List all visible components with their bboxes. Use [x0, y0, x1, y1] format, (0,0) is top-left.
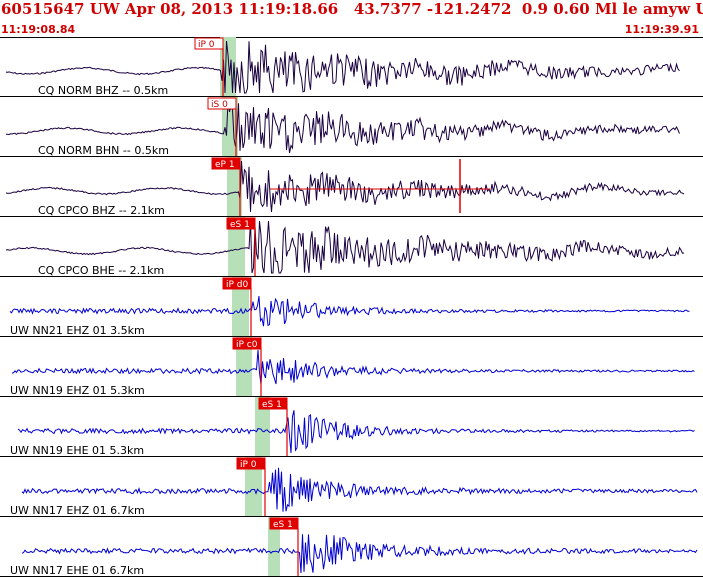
trace-panel: iP c0 UW NN19 EHZ 01 5.3km [0, 337, 703, 397]
phase-pick-label: eS 1 [273, 520, 293, 530]
waveform-trace [11, 349, 695, 385]
trace-panel: iS 0 CQ NORM BHN -- 0.5km [0, 97, 703, 157]
phase-pick-box[interactable] [232, 337, 262, 350]
trace-panel: eS 1 UW NN17 EHE 01 6.7km [0, 517, 703, 577]
waveform-trace [5, 160, 685, 213]
trace-panel: iP 0 CQ NORM BHZ -- 0.5km [0, 37, 703, 97]
trace-label: UW NN17 EHE 01 6.7km [10, 564, 144, 577]
waveform-trace [21, 534, 698, 574]
pick-window-band [228, 217, 245, 277]
seismogram-panels: iP 0 CQ NORM BHZ -- 0.5km iS 0 CQ NORM BHN … [0, 37, 703, 577]
trace-label: UW NN19 EHE 01 5.3km [10, 444, 144, 457]
pick-window-band [268, 517, 280, 577]
phase-pick-label: eS 1 [230, 220, 250, 230]
phase-pick-box[interactable] [258, 397, 288, 410]
phase-pick-box[interactable] [269, 517, 299, 530]
trace-panel: eP 1 CQ CPCO BHZ -- 2.1km [0, 157, 703, 217]
phase-pick-label: eP 1 [215, 160, 235, 170]
trace-panel: iP 0 UW NN17 EHZ 01 6.7km [0, 457, 703, 517]
trace-panel: eS 1 CQ CPCO BHE -- 2.1km [0, 217, 703, 277]
pick-window-band [236, 337, 252, 397]
phase-pick-label: iP 0 [198, 40, 215, 50]
phase-pick-box[interactable] [226, 217, 256, 230]
waveform-trace [21, 467, 698, 512]
waveform-trace [5, 40, 680, 94]
header-divider [0, 37, 703, 38]
phase-pick-label: iS 0 [211, 100, 228, 110]
phase-pick-label: iP c0 [236, 340, 258, 350]
pick-window-band [255, 397, 270, 457]
phase-pick-box[interactable] [207, 97, 237, 110]
event-title: 60515647 UW Apr 08, 2013 11:19:18.66 43.… [1, 0, 703, 18]
pick-window-band [222, 97, 238, 157]
trace-panel: iP d0 UW NN21 EHZ 01 3.5km [0, 277, 703, 337]
start-time: 11:19:08.84 [1, 23, 76, 36]
phase-pick-box[interactable] [236, 457, 266, 470]
phase-pick-box[interactable] [211, 157, 241, 170]
pick-window-band [232, 277, 249, 337]
trace-label: CQ CPCO BHZ -- 2.1km [38, 204, 165, 217]
trace-label: UW NN17 EHZ 01 6.7km [10, 504, 145, 517]
phase-pick-label: eS 1 [262, 400, 282, 410]
waveform-trace [17, 410, 695, 454]
phase-pick-box[interactable] [222, 277, 252, 290]
trace-panel: eS 1 UW NN19 EHE 01 5.3km [0, 397, 703, 457]
trace-label: CQ NORM BHZ -- 0.5km [38, 84, 168, 97]
trace-label: CQ CPCO BHE -- 2.1km [38, 264, 164, 277]
pick-window-band [227, 157, 242, 217]
trace-label: UW NN21 EHZ 01 3.5km [10, 324, 145, 337]
waveform-trace [9, 296, 690, 327]
trace-label: CQ NORM BHN -- 0.5km [38, 144, 169, 157]
phase-pick-box[interactable] [194, 37, 224, 50]
phase-pick-label: iP d0 [226, 280, 249, 290]
trace-label: UW NN19 EHZ 01 5.3km [10, 384, 145, 397]
phase-pick-label: iP 0 [240, 460, 257, 470]
waveform-trace [5, 220, 685, 274]
end-time: 11:19:39.91 [624, 23, 699, 36]
waveform-trace [5, 100, 680, 154]
pick-window-band [245, 457, 262, 517]
